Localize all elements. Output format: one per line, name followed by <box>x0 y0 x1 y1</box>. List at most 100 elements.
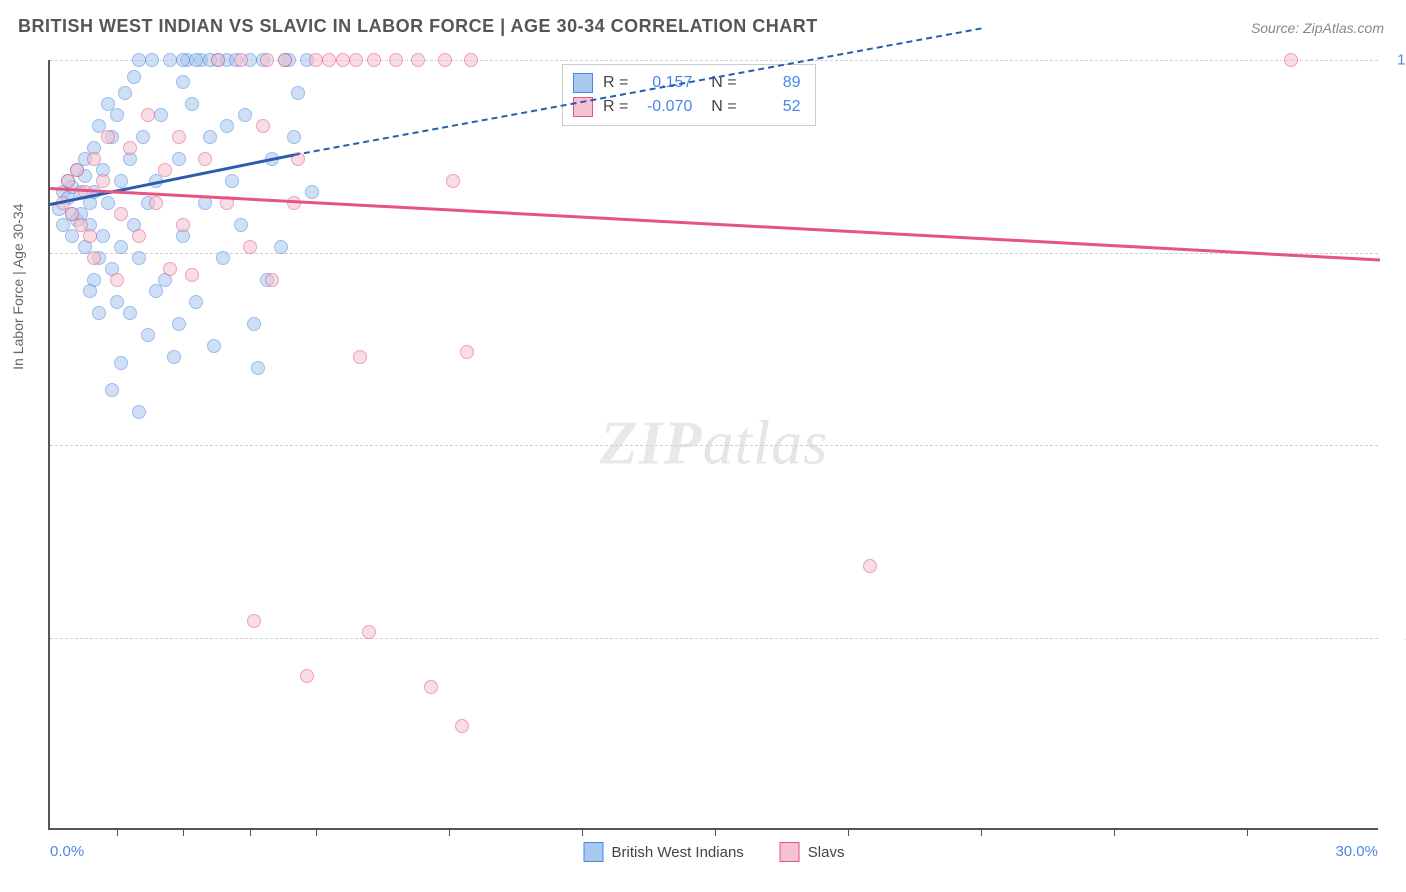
scatter-marker <box>149 284 163 298</box>
scatter-marker <box>203 130 217 144</box>
scatter-marker <box>367 53 381 67</box>
scatter-marker <box>172 152 186 166</box>
scatter-marker <box>132 229 146 243</box>
scatter-marker <box>110 295 124 309</box>
scatter-marker <box>234 218 248 232</box>
x-tick <box>449 828 450 836</box>
scatter-marker <box>251 361 265 375</box>
scatter-marker <box>158 163 172 177</box>
scatter-marker <box>863 559 877 573</box>
scatter-marker <box>114 207 128 221</box>
scatter-marker <box>83 284 97 298</box>
bottom-legend: British West Indians Slavs <box>584 842 845 862</box>
scatter-marker <box>101 196 115 210</box>
x-axis-min-label: 0.0% <box>50 843 84 860</box>
y-tick-label: 100.0% <box>1388 52 1406 69</box>
scatter-marker <box>411 53 425 67</box>
scatter-marker <box>87 152 101 166</box>
scatter-marker <box>198 152 212 166</box>
scatter-marker <box>105 383 119 397</box>
scatter-marker <box>185 97 199 111</box>
scatter-marker <box>189 53 203 67</box>
scatter-marker <box>141 328 155 342</box>
legend-swatch-1 <box>584 842 604 862</box>
x-tick <box>981 828 982 836</box>
scatter-marker <box>172 130 186 144</box>
scatter-marker <box>92 306 106 320</box>
scatter-marker <box>265 273 279 287</box>
scatter-marker <box>110 273 124 287</box>
scatter-marker <box>455 719 469 733</box>
scatter-marker <box>176 218 190 232</box>
scatter-marker <box>96 229 110 243</box>
scatter-marker <box>189 295 203 309</box>
scatter-marker <box>243 240 257 254</box>
scatter-marker <box>163 262 177 276</box>
y-tick-label: 82.5% <box>1388 244 1406 261</box>
x-tick <box>316 828 317 836</box>
scatter-marker <box>278 53 292 67</box>
y-axis-title: In Labor Force | Age 30-34 <box>10 204 26 370</box>
scatter-marker <box>118 86 132 100</box>
scatter-marker <box>176 53 190 67</box>
scatter-marker <box>110 108 124 122</box>
y-tick-label: 65.0% <box>1388 437 1406 454</box>
x-tick <box>1114 828 1115 836</box>
y-tick-label: 47.5% <box>1388 629 1406 646</box>
scatter-marker <box>123 141 137 155</box>
x-tick <box>715 828 716 836</box>
scatter-marker <box>389 53 403 67</box>
scatter-marker <box>247 614 261 628</box>
scatter-marker <box>132 405 146 419</box>
scatter-marker <box>274 240 288 254</box>
scatter-marker <box>136 130 150 144</box>
scatter-marker <box>220 119 234 133</box>
scatter-marker <box>336 53 350 67</box>
x-tick <box>117 828 118 836</box>
scatter-marker <box>176 75 190 89</box>
x-tick <box>250 828 251 836</box>
watermark: ZIPatlas <box>600 409 828 480</box>
scatter-marker <box>211 53 225 67</box>
scatter-marker <box>216 251 230 265</box>
scatter-marker <box>260 53 274 67</box>
scatter-marker <box>87 251 101 265</box>
x-tick <box>1247 828 1248 836</box>
scatter-marker <box>127 70 141 84</box>
scatter-marker <box>1284 53 1298 67</box>
chart-title: BRITISH WEST INDIAN VS SLAVIC IN LABOR F… <box>18 16 818 37</box>
scatter-marker <box>114 174 128 188</box>
stats-row-series-2: R = -0.070 N = 52 <box>573 95 801 119</box>
scatter-marker <box>154 108 168 122</box>
scatter-marker <box>172 317 186 331</box>
gridline <box>50 638 1378 639</box>
scatter-marker <box>256 119 270 133</box>
scatter-marker <box>353 350 367 364</box>
scatter-plot-area: ZIPatlas R = 0.157 N = 89 R = -0.070 N =… <box>48 60 1378 830</box>
scatter-marker <box>291 86 305 100</box>
swatch-series-1 <box>573 73 593 93</box>
scatter-marker <box>362 625 376 639</box>
scatter-marker <box>114 240 128 254</box>
scatter-marker <box>464 53 478 67</box>
legend-label-2: Slavs <box>808 844 845 861</box>
scatter-marker <box>446 174 460 188</box>
gridline <box>50 445 1378 446</box>
trend-line-dashed <box>294 27 982 155</box>
scatter-marker <box>101 130 115 144</box>
scatter-marker <box>83 229 97 243</box>
scatter-marker <box>225 174 239 188</box>
scatter-marker <box>287 130 301 144</box>
scatter-marker <box>424 680 438 694</box>
scatter-marker <box>300 669 314 683</box>
legend-swatch-2 <box>780 842 800 862</box>
source-attribution: Source: ZipAtlas.com <box>1251 20 1384 36</box>
scatter-marker <box>185 268 199 282</box>
scatter-marker <box>460 345 474 359</box>
scatter-marker <box>207 339 221 353</box>
scatter-marker <box>96 174 110 188</box>
scatter-marker <box>238 108 252 122</box>
scatter-marker <box>132 53 146 67</box>
scatter-marker <box>145 53 159 67</box>
scatter-marker <box>132 251 146 265</box>
